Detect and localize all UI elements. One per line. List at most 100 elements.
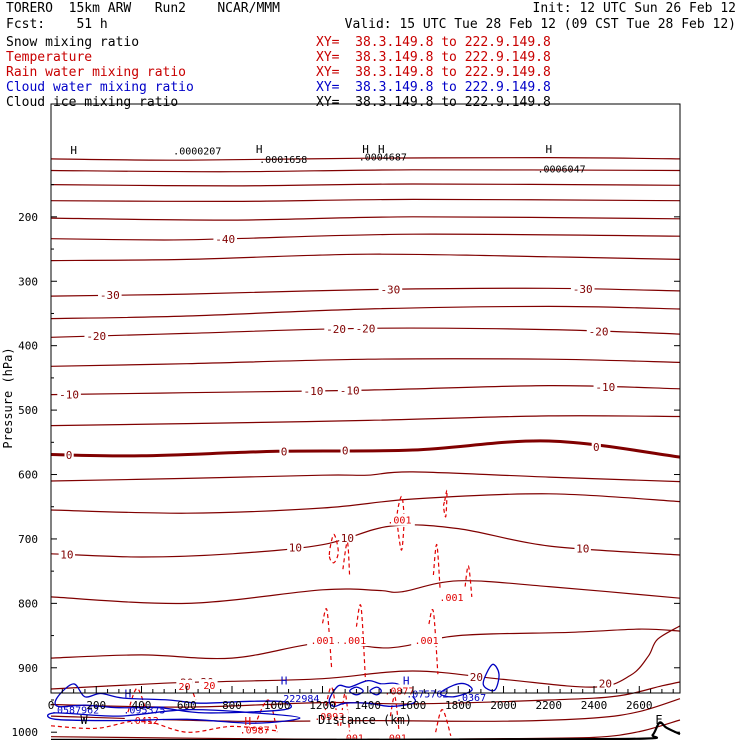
isotherm-8 xyxy=(50,305,681,320)
cloud-contour-6 xyxy=(482,663,500,692)
rain-label-0-bg xyxy=(176,679,193,692)
isotherm-label-9-3-bg xyxy=(586,325,611,338)
y-tick-label-4: 600 xyxy=(18,469,38,482)
rain-contour-label-9: .001 xyxy=(340,733,364,740)
rain-label-0: 20 xyxy=(178,682,190,693)
cloud-contour-2 xyxy=(328,679,417,708)
snow-label-0: .0000207 xyxy=(173,146,221,157)
x-tick-label-13: 2600 xyxy=(626,699,653,712)
field-rain-name: Rain water mixing ratio xyxy=(6,65,187,80)
extremum-label-3: H xyxy=(378,143,385,156)
isotherm-label-11-2: -10 xyxy=(340,384,360,397)
rain-contour-5 xyxy=(464,565,473,597)
isotherm-label-13-3: 0 xyxy=(593,441,600,454)
isotherm-label-7-2-bg xyxy=(570,283,595,296)
isotherm-label-13-0: 0 xyxy=(66,449,73,462)
isotherm-label-9-1: -20 xyxy=(326,323,346,336)
rain-contour-label-2-bg xyxy=(384,513,415,526)
x-tick-label-9: 1800 xyxy=(445,699,472,712)
rain-contour-label-8: .001 xyxy=(415,636,439,647)
cloud-label-3: .075762 xyxy=(406,690,448,701)
isotherm-label-16-3-bg xyxy=(574,542,591,555)
isotherm-2 xyxy=(50,183,681,187)
isotherm-label-16-1-bg xyxy=(287,541,304,554)
rain-contour-11 xyxy=(127,687,147,713)
east-label: E xyxy=(655,713,662,727)
isotherm-label-7-2: -30 xyxy=(573,283,593,296)
isotherm-label-5-0-bg xyxy=(213,232,238,245)
x-tick-label-8: 1600 xyxy=(400,699,427,712)
isotherm-label-11-0-bg xyxy=(57,388,81,401)
rain-contour-label-11: .0412 xyxy=(129,716,159,727)
isotherm-label-19-2-bg xyxy=(468,670,485,683)
rain-contour-14 xyxy=(435,709,453,739)
isotherm-label-11-1: -10 xyxy=(304,385,324,398)
rain-contour-label-13: .0993 xyxy=(314,712,344,723)
rain-contour-6 xyxy=(321,608,333,668)
valid-time: Valid: 15 UTC Tue 28 Feb 12 (09 CST Tue … xyxy=(344,17,736,32)
isotherm-label-13-1: 0 xyxy=(281,445,288,458)
y-tick-label-5: 700 xyxy=(18,533,38,546)
rain-contour-10 xyxy=(389,695,400,736)
rain-contour-label-14-bg xyxy=(421,735,460,740)
isotherm-label-13-2-bg xyxy=(340,444,350,457)
isotherm-label-19-3: 20 xyxy=(599,677,612,690)
x-tick-label-12: 2400 xyxy=(581,699,608,712)
isotherm-label-19-3-bg xyxy=(597,677,614,690)
isotherm-label-11-1-bg xyxy=(301,384,326,397)
model-title: TORERO 15km ARW Run2 NCAR/MMM xyxy=(6,1,280,16)
x-tick-label-1: 200 xyxy=(86,699,106,712)
x-tick-label-0: 0 xyxy=(48,699,55,712)
field-temperature-name: Temperature xyxy=(6,50,93,65)
isotherm-label-9-0: -20 xyxy=(86,330,106,343)
rain-contour-16 xyxy=(50,719,278,733)
extremum-label-5: H xyxy=(281,675,288,688)
y-tick-label-6: 800 xyxy=(18,597,38,610)
plot-frame xyxy=(50,103,681,694)
cloud-label-2: .222984 xyxy=(277,694,319,705)
rain-contour-label-7-bg xyxy=(338,634,370,647)
rain-contour-label-2: .001 xyxy=(387,516,411,527)
cloud-contour-4 xyxy=(369,686,382,696)
x-axis-label: Distance (km) xyxy=(318,713,412,727)
y-tick-label-1: 300 xyxy=(18,275,38,288)
field-snow-name: Snow mixing ratio xyxy=(6,35,140,50)
rain-contour-0 xyxy=(328,533,339,564)
rain-contour-label-8-bg xyxy=(411,634,442,647)
rain-contour-label-13-bg xyxy=(310,710,349,723)
rain-contour-label-6: .001 xyxy=(310,636,334,647)
field-snow-xy: XY= 38.3.149.8 to 222.9.149.8 xyxy=(316,35,551,50)
isotherm-18 xyxy=(50,628,681,660)
rain-layer: .001 .001 .001 .001 .001 .001 .001 .0412 .0987 .0… xyxy=(50,489,473,740)
snow-label-2: .0004687 xyxy=(359,152,407,163)
x-tick-label-6: 1200 xyxy=(309,699,336,712)
rain-label-1: 20 xyxy=(203,681,215,692)
field-temperature-xy: XY= 38.3.149.8 to 222.9.149.8 xyxy=(316,50,551,65)
isotherm-label-11-0: -10 xyxy=(59,388,79,401)
isotherm-label-16-2-bg xyxy=(339,531,356,544)
isotherm-label-11-3: -10 xyxy=(595,381,615,394)
x-tick-label-2: 400 xyxy=(132,699,152,712)
extremum-label-2: H xyxy=(362,143,369,156)
isotherm-label-9-0-bg xyxy=(84,330,109,343)
isotherm-label-11-2-bg xyxy=(337,384,362,397)
snow-label-3: .0006047 xyxy=(537,165,585,176)
y-tick-label-8: 1000 xyxy=(12,726,39,739)
extremum-label-6: H xyxy=(403,675,410,688)
cloud-contour-label-2: .0877 xyxy=(384,686,414,697)
field-cloudice-xy: XY= 38.3.149.8 to 222.9.149.8 xyxy=(316,95,551,110)
y-tick-label-2: 400 xyxy=(18,340,38,353)
cloud-water-layer: .0877 .0587962 .095375 .222984 .075762 .0367 xyxy=(46,663,500,724)
snow-label-1: .0001658 xyxy=(259,155,307,166)
isotherm-label-16-3: 10 xyxy=(576,542,589,555)
rain-contour-3 xyxy=(442,489,448,518)
rain-contour-4 xyxy=(432,544,441,591)
isotherm-label-7-1-bg xyxy=(378,283,403,296)
isotherm-label-13-2: 0 xyxy=(342,445,349,458)
extremum-label-7: H xyxy=(125,688,132,701)
isotherm-label-19-2: 20 xyxy=(470,671,483,684)
west-label: W xyxy=(80,713,88,727)
isotherm-12 xyxy=(50,415,681,427)
